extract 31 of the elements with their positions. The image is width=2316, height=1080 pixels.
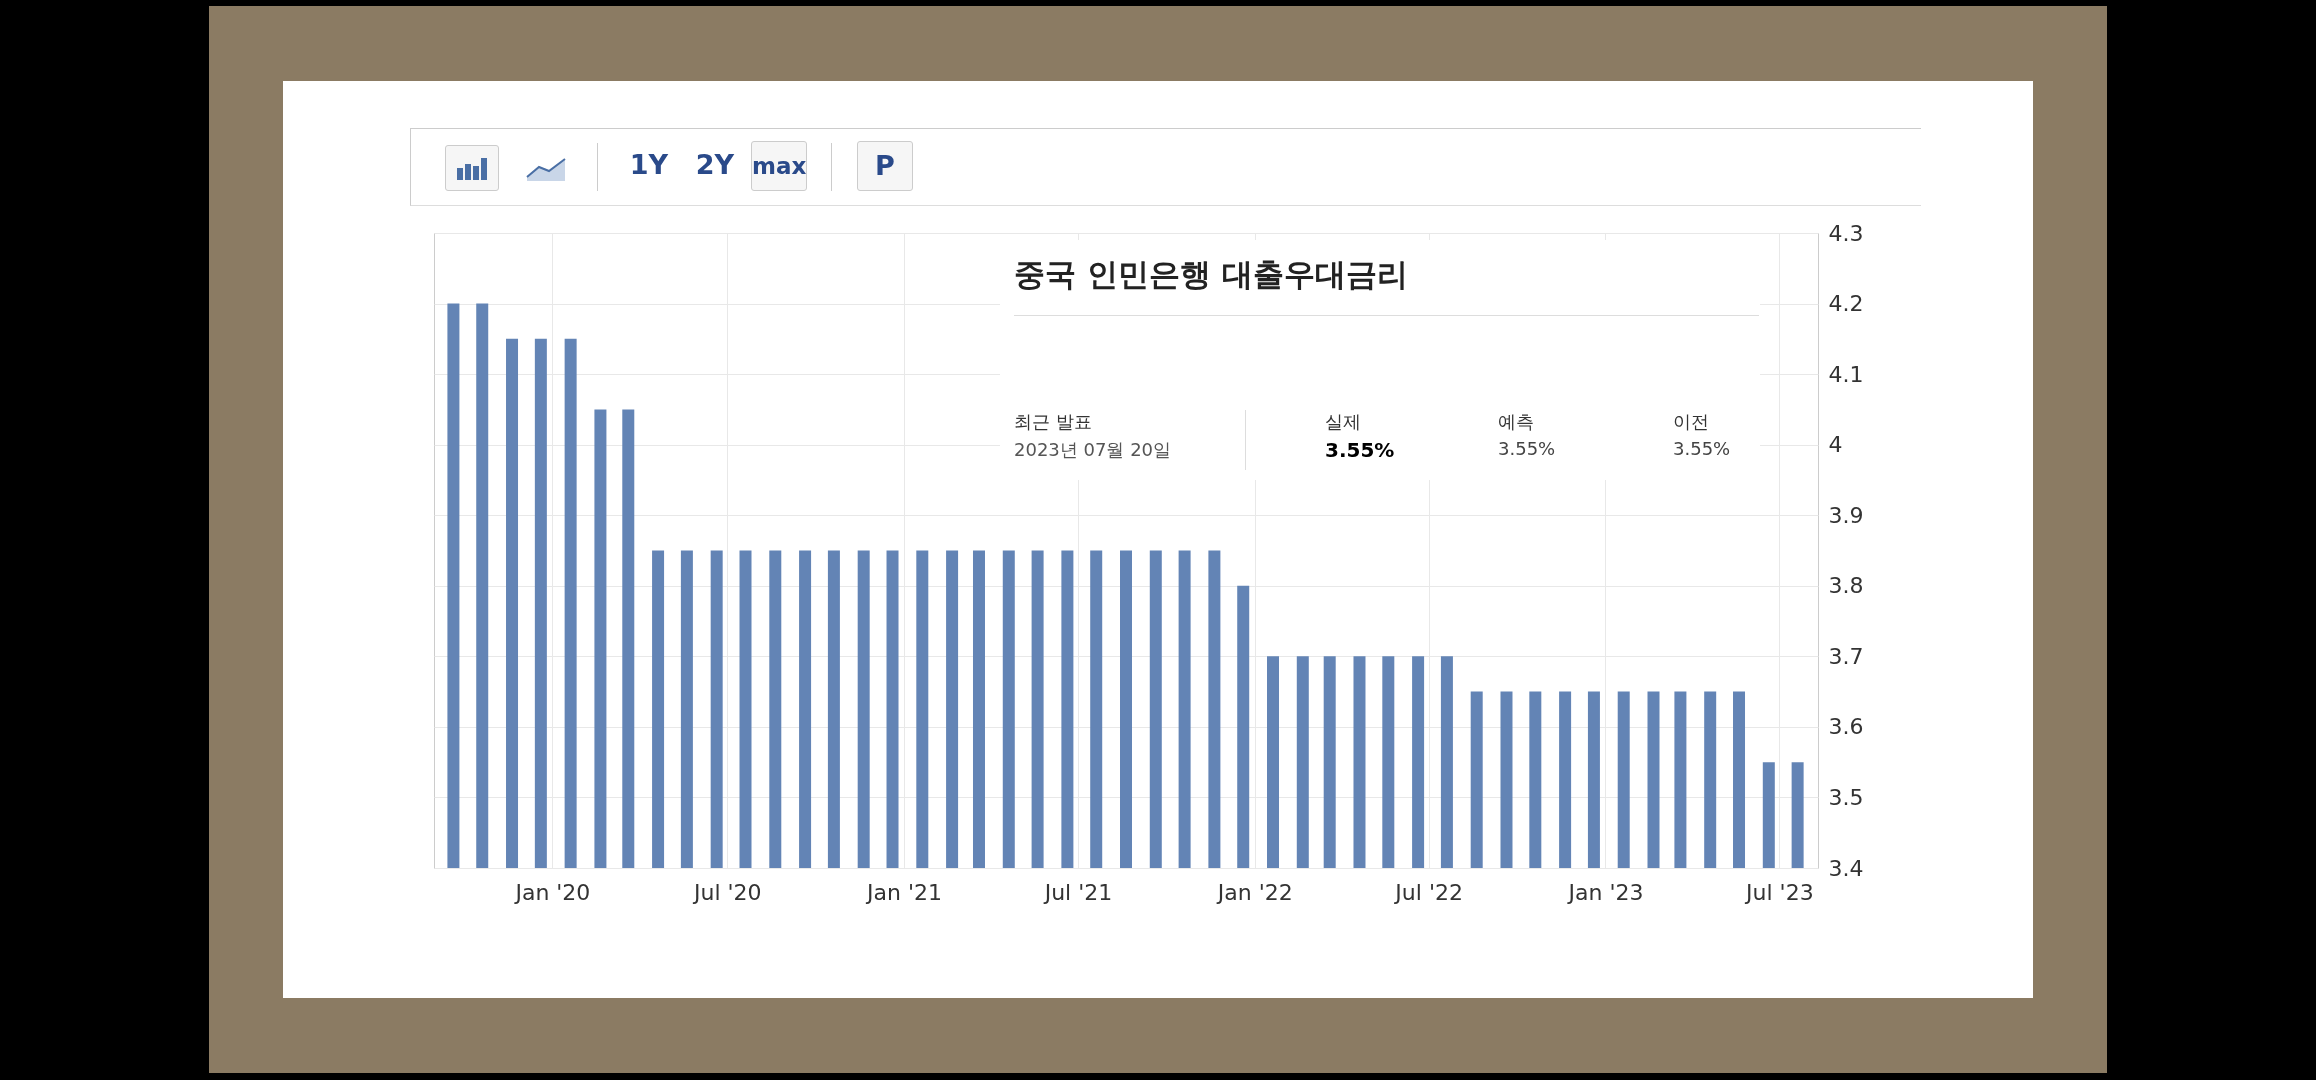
y-tick-label: 3.6 [1828, 714, 1864, 740]
annotation: 이전 [1673, 410, 1709, 434]
annotation: 최근 발표 [1014, 410, 1092, 434]
x-tick-label: Jan '22 [1215, 879, 1293, 905]
x-tick-label: Jul '21 [1042, 879, 1113, 905]
x-tick-label: Jan '21 [865, 879, 943, 905]
text: 1Y [629, 148, 669, 182]
x-tick-label: Jan '23 [1566, 879, 1644, 905]
y-tick-label: 3.8 [1828, 573, 1864, 599]
text: P [857, 141, 913, 191]
y-tick-label: 4.3 [1828, 220, 1864, 246]
y-tick-label: 3.7 [1828, 643, 1864, 669]
y-tick-label: 3.9 [1828, 502, 1864, 528]
annotation: 3.55% [1325, 438, 1395, 462]
y-tick-label: 3.4 [1828, 855, 1864, 881]
text: 중국 인민은행 대출우대금리 [1014, 255, 1408, 294]
y-tick-label: 4 [1828, 432, 1843, 458]
text: max [751, 141, 807, 191]
x-tick-label: Jan '20 [513, 879, 591, 905]
annotation: 2023년 07월 20일 [1014, 438, 1172, 462]
x-tick-label: Jul '23 [1744, 879, 1814, 905]
x-tick-label: Jul '20 [691, 879, 762, 905]
x-tick-label: Jul '22 [1393, 879, 1463, 905]
annotation: 3.55% [1673, 438, 1731, 459]
y-tick-label: 4.1 [1828, 361, 1864, 387]
text: 2Y [695, 148, 735, 182]
annotation: 예측 [1498, 410, 1534, 434]
annotation: 실제 [1325, 410, 1361, 434]
y-tick-label: 3.5 [1828, 784, 1864, 810]
annotation: 3.55% [1498, 438, 1556, 459]
y-tick-label: 4.2 [1828, 291, 1864, 317]
